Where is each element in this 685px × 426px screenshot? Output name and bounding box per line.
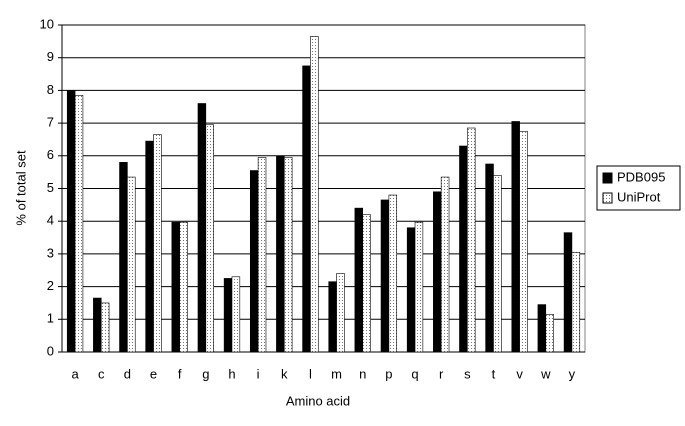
x-tick-label: f [178, 366, 182, 381]
y-tick-label: 3 [47, 245, 54, 260]
y-tick-label: 1 [47, 311, 54, 326]
x-tick-label: v [516, 366, 523, 381]
x-tick-label: r [439, 366, 444, 381]
x-tick-label: y [569, 366, 576, 381]
bar [119, 162, 128, 353]
x-tick-label: t [492, 366, 496, 381]
bar [276, 155, 285, 353]
bar [223, 278, 233, 353]
bar [537, 304, 547, 353]
y-tick-label: 8 [47, 82, 54, 97]
bar [433, 191, 442, 353]
x-tick-label: e [150, 366, 157, 381]
legend-label: UniProt [617, 189, 661, 204]
bar [354, 207, 364, 353]
x-tick-label: g [202, 366, 209, 381]
legend-label: PDB095 [617, 169, 665, 184]
x-tick-label: l [309, 366, 312, 381]
x-tick-label: m [331, 366, 342, 381]
x-tick-label: c [98, 366, 105, 381]
x-axis-title: Amino acid [286, 393, 350, 408]
bar [302, 65, 311, 353]
bar [153, 134, 162, 353]
bar [380, 199, 390, 353]
bar [511, 121, 520, 353]
bar [171, 221, 180, 353]
bar [328, 281, 337, 353]
bar [336, 273, 345, 353]
x-tick-label: a [71, 366, 79, 381]
bar [145, 140, 154, 353]
bar [545, 314, 554, 353]
x-tick-label: p [385, 366, 392, 381]
y-tick-label: 10 [40, 16, 54, 31]
bar [283, 157, 293, 353]
bar [100, 302, 110, 353]
bar [127, 176, 136, 353]
bar [179, 221, 188, 353]
bar [467, 127, 476, 353]
legend-swatch [602, 172, 613, 184]
x-tick-label: w [540, 366, 551, 381]
x-tick-label: q [411, 366, 418, 381]
x-tick-label: i [257, 366, 260, 381]
bar [406, 227, 416, 353]
x-tick-label: s [464, 366, 471, 381]
bar [519, 130, 528, 353]
bar [388, 194, 398, 353]
y-tick-label: 4 [47, 213, 54, 228]
y-tick-label: 9 [47, 49, 54, 64]
y-tick-label: 7 [47, 115, 54, 130]
bar [440, 176, 450, 353]
bar [93, 297, 102, 353]
bar [571, 251, 581, 353]
bar [414, 221, 424, 353]
bar [231, 276, 241, 353]
x-tick-label: k [281, 366, 288, 381]
bar [249, 170, 259, 353]
legend-swatch [602, 192, 613, 204]
bar [459, 145, 468, 353]
bar [310, 36, 319, 353]
bar [485, 163, 494, 353]
bar [563, 232, 573, 353]
y-tick-label: 0 [47, 343, 54, 358]
y-tick-label: 2 [47, 278, 54, 293]
x-tick-label: n [359, 366, 366, 381]
bar [362, 214, 371, 353]
bar [74, 95, 84, 353]
bar [197, 103, 207, 353]
bar [205, 124, 214, 353]
x-tick-label: d [124, 366, 131, 381]
y-axis-title: % of total set [13, 150, 28, 226]
bar [257, 157, 267, 353]
bar [66, 90, 76, 353]
x-tick-label: h [228, 366, 235, 381]
y-tick-label: 5 [47, 180, 54, 195]
y-tick-label: 6 [47, 147, 54, 162]
bar [493, 175, 502, 353]
